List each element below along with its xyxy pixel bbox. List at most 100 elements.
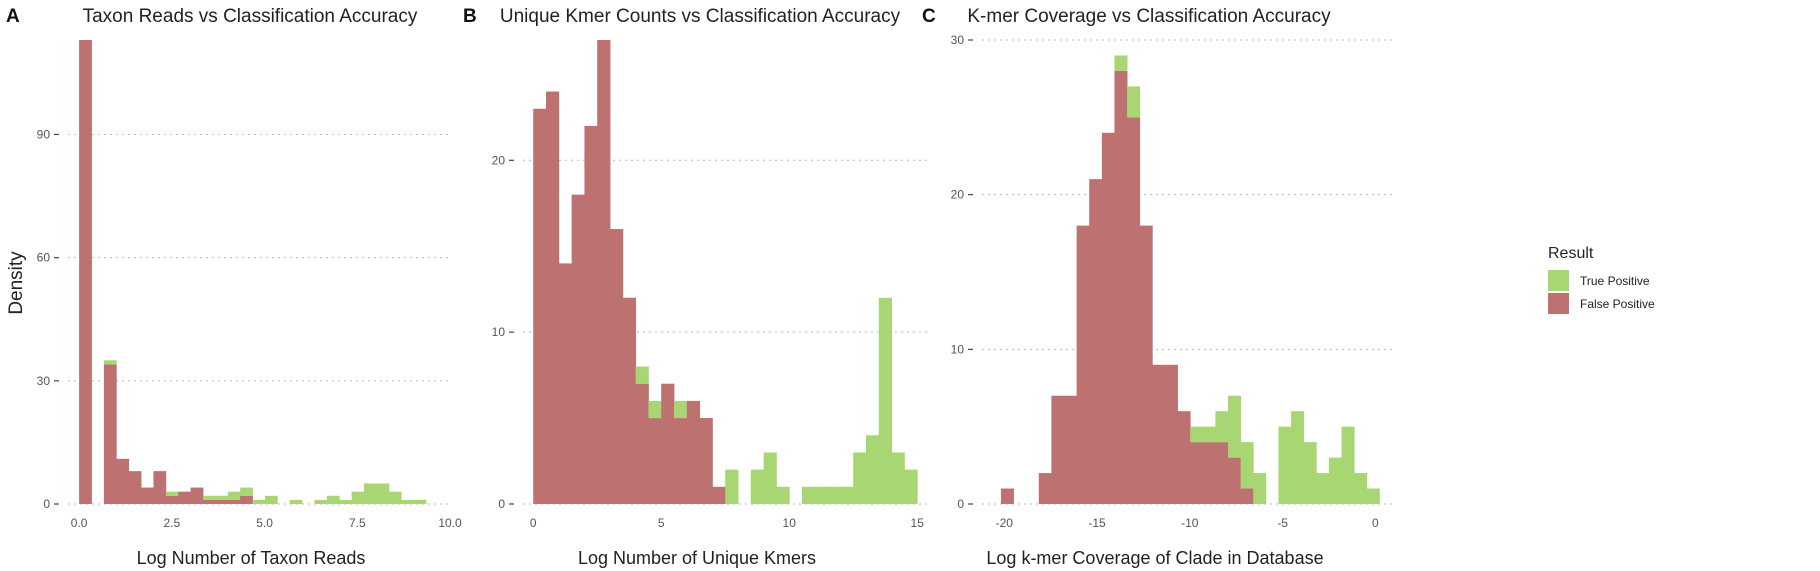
bar-false-positive (584, 125, 598, 504)
panel-a-x-axis-label: Log Number of Taxon Reads (137, 548, 366, 568)
panel-a-y-ticks: 0 30 60 90 (37, 127, 59, 511)
bar-true-positive (1303, 442, 1317, 504)
bar-true-positive (103, 360, 117, 365)
x-tick-label: -10 (1181, 516, 1199, 530)
x-tick-label: 10 (783, 516, 797, 530)
bar-true-positive (853, 452, 867, 504)
panel-a-bars (79, 40, 427, 504)
panel-c-bars (1000, 55, 1380, 505)
bar-true-positive (648, 400, 662, 419)
x-tick-label: 10.0 (438, 516, 462, 530)
bar-true-positive (750, 469, 765, 504)
x-tick-label: 7.5 (349, 516, 366, 530)
y-tick-label: 20 (492, 153, 506, 167)
y-tick-label: 0 (957, 497, 964, 511)
bar-false-positive (79, 40, 92, 504)
legend-label-true-positive: True Positive (1580, 274, 1650, 288)
bar-false-positive (178, 491, 192, 504)
panel-a-gridlines (68, 133, 450, 505)
bar-true-positive (289, 499, 303, 504)
x-tick-label: -15 (1088, 516, 1106, 530)
bar-false-positive (153, 471, 167, 504)
bar-false-positive (546, 91, 560, 505)
panel-c: C K-mer Coverage vs Classification Accur… (922, 6, 1392, 568)
bar-false-positive (116, 458, 130, 504)
bar-true-positive (891, 452, 905, 504)
bar-false-positive (1114, 70, 1128, 504)
panel-b-y-ticks: 0 10 20 (492, 153, 514, 511)
bar-false-positive (1038, 473, 1052, 504)
bar-false-positive (190, 487, 204, 504)
y-tick-label: 0 (43, 497, 50, 511)
bar-false-positive (1152, 364, 1166, 504)
bar-true-positive (326, 495, 340, 504)
x-tick-label: 15 (911, 516, 925, 530)
bar-false-positive (686, 400, 701, 504)
bar-true-positive (240, 487, 253, 496)
bar-false-positive (1076, 225, 1090, 504)
bar-true-positive (1291, 411, 1305, 504)
bar-true-positive (1341, 426, 1355, 504)
bar-false-positive (1177, 411, 1191, 504)
bar-true-positive (674, 400, 688, 419)
bar-false-positive (1000, 488, 1014, 504)
bar-false-positive (622, 297, 637, 504)
bar-false-positive (1064, 395, 1078, 504)
bar-true-positive (1190, 426, 1204, 443)
bar-false-positive (227, 499, 241, 504)
bar-false-positive (240, 495, 253, 504)
bar-false-positive (1215, 442, 1229, 504)
bar-false-positive (1139, 225, 1153, 504)
x-tick-label: 5 (658, 516, 665, 530)
bar-false-positive (661, 383, 675, 504)
bar-true-positive (376, 483, 390, 504)
bar-true-positive (252, 499, 266, 504)
bar-false-positive (610, 229, 624, 504)
bar-true-positive (339, 499, 353, 504)
bar-false-positive (1228, 457, 1242, 504)
legend-label-false-positive: False Positive (1580, 297, 1655, 311)
bar-false-positive (1240, 488, 1254, 504)
panel-c-title: K-mer Coverage vs Classification Accurac… (967, 6, 1331, 27)
bar-false-positive (533, 108, 547, 505)
panel-b-x-axis-label: Log Number of Unique Kmers (578, 548, 816, 568)
x-tick-label: 0 (530, 516, 537, 530)
bar-true-positive (1240, 442, 1254, 489)
bar-true-positive (1215, 411, 1229, 443)
bar-true-positive (1328, 457, 1342, 504)
x-tick-label: 0.0 (71, 516, 88, 530)
y-tick-label: 90 (37, 127, 51, 141)
legend: Result True Positive False Positive (1548, 245, 1655, 314)
bar-true-positive (904, 469, 918, 504)
bar-false-positive (1164, 364, 1178, 504)
legend-title: Result (1548, 245, 1594, 262)
panel-b: B Unique Kmer Counts vs Classification A… (463, 6, 930, 568)
bar-true-positive (215, 495, 229, 500)
panel-b-letter: B (463, 6, 477, 27)
bar-true-positive (1127, 86, 1141, 118)
x-tick-label: 2.5 (164, 516, 181, 530)
bar-false-positive (1101, 132, 1115, 505)
bar-true-positive (866, 435, 880, 504)
bar-true-positive (1114, 55, 1128, 71)
y-tick-label: 10 (492, 325, 506, 339)
x-tick-label: -5 (1277, 516, 1288, 530)
bar-false-positive (1127, 117, 1141, 504)
bar-true-positive (763, 452, 777, 504)
panel-a: A Taxon Reads vs Classification Accuracy… (6, 6, 462, 568)
bar-false-positive (635, 383, 649, 504)
bar-false-positive (128, 471, 142, 504)
bar-true-positive (802, 486, 816, 504)
x-tick-label: 5.0 (256, 516, 273, 530)
y-tick-label: 10 (951, 342, 965, 356)
y-tick-label: 0 (498, 497, 505, 511)
bar-true-positive (1202, 426, 1216, 443)
bar-true-positive (878, 297, 893, 504)
bar-true-positive (1316, 473, 1330, 504)
bar-true-positive (165, 491, 179, 496)
panel-c-letter: C (922, 6, 936, 27)
panel-a-letter: A (6, 6, 20, 27)
y-tick-label: 60 (37, 251, 51, 265)
bar-true-positive (1366, 488, 1380, 504)
